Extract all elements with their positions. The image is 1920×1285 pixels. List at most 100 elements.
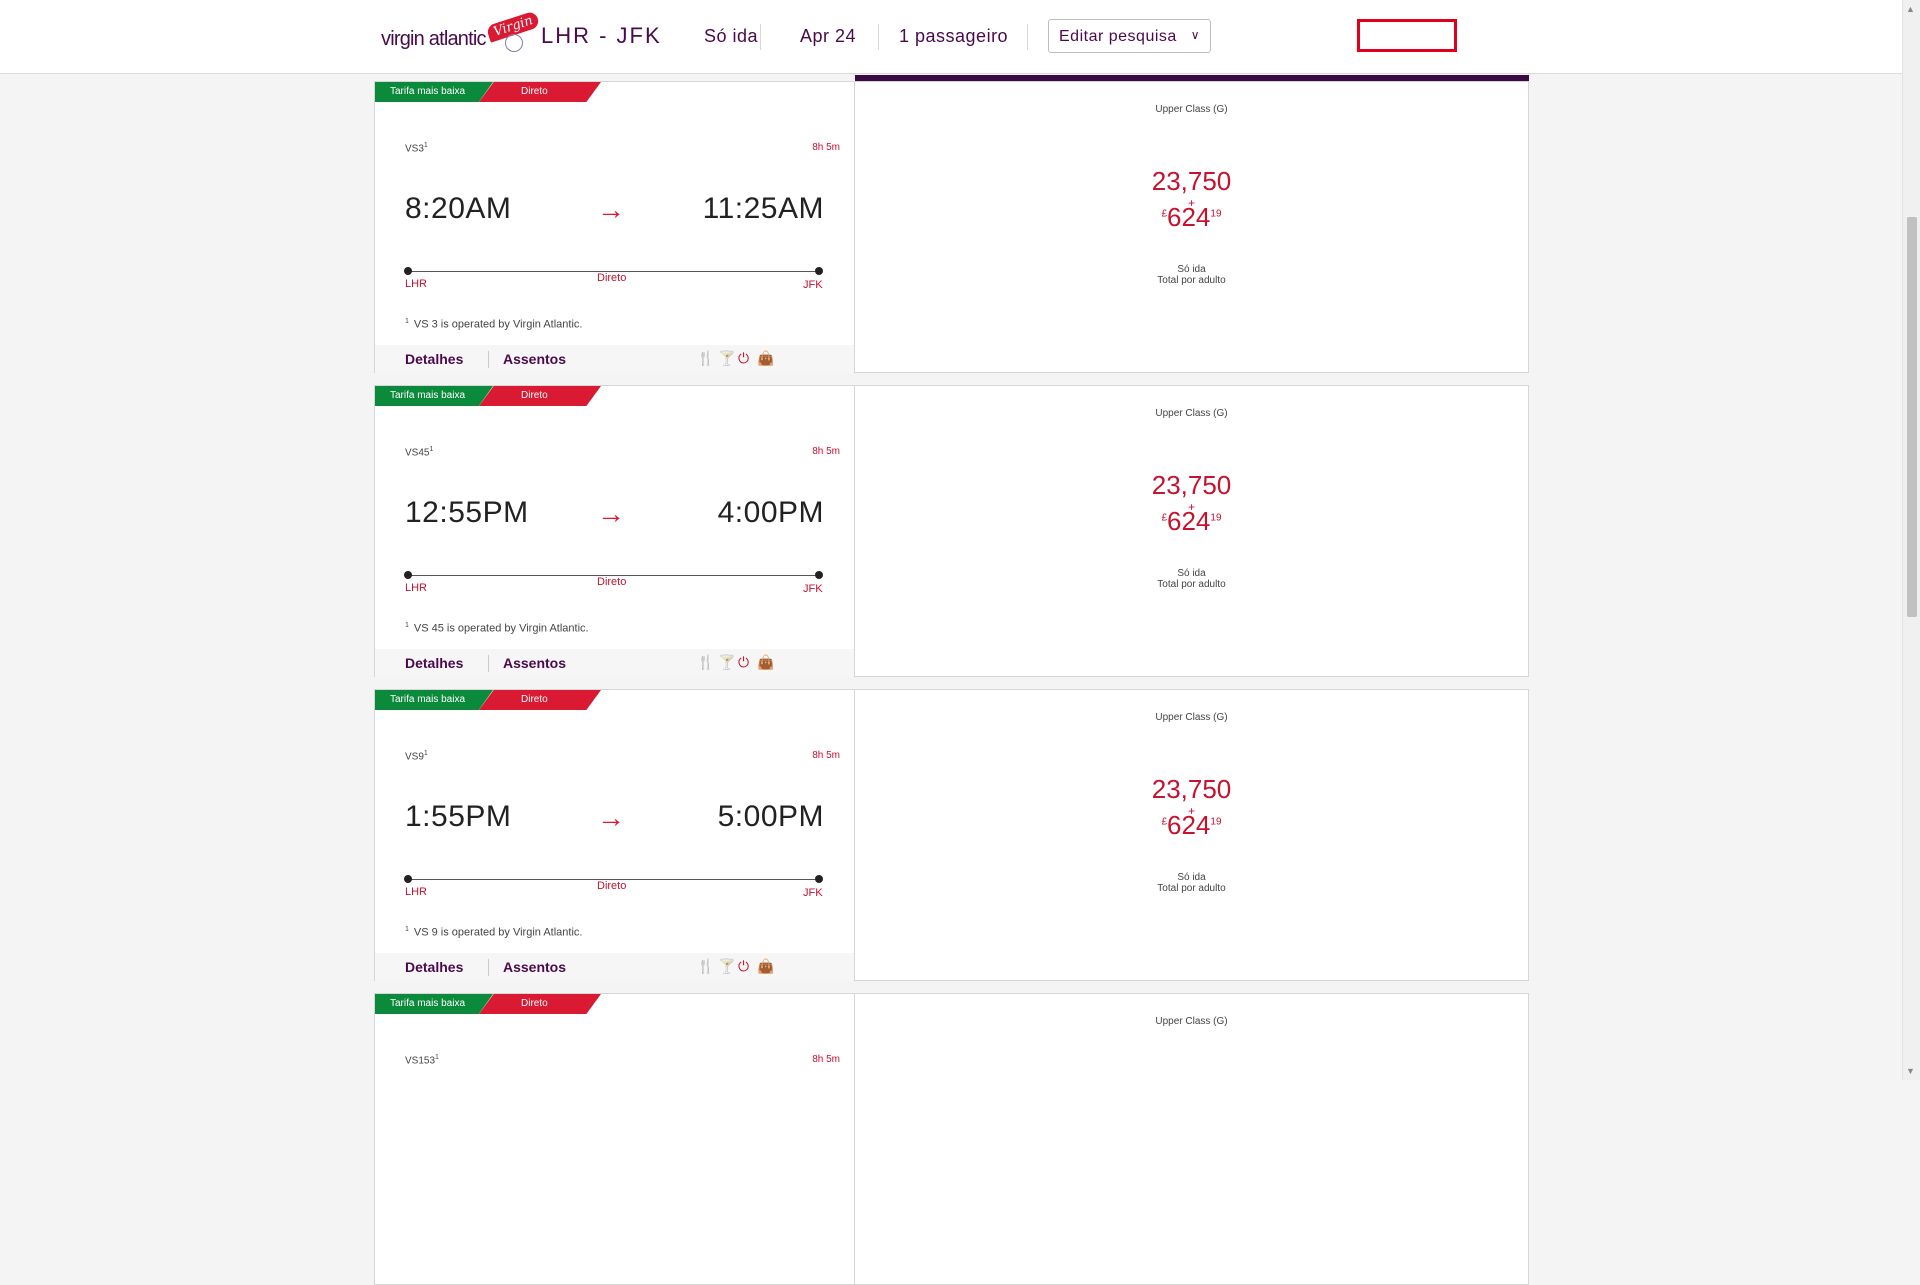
power-icon: ⏻ <box>738 654 750 670</box>
logo-wordmark: virgin atlantic <box>381 28 487 50</box>
flight-card[interactable]: Tarifa mais baixa Direto VS451 8h 5m 12:… <box>374 385 1529 677</box>
flight-number: VS31 <box>405 142 428 155</box>
details-link[interactable]: Detalhes <box>405 351 464 367</box>
flight-info: Tarifa mais baixa Direto VS451 8h 5m 12:… <box>375 386 855 677</box>
passenger-count: 1 passageiro <box>899 26 1009 46</box>
selected-column-bar <box>855 75 1529 81</box>
cash-price: £62419 <box>1161 506 1222 536</box>
bag-icon: 👜 <box>757 350 775 366</box>
divider <box>488 655 489 672</box>
meal-icon: 🍴 <box>697 654 715 670</box>
points-price: 23,750 <box>1151 774 1232 804</box>
details-link[interactable]: Detalhes <box>405 655 464 671</box>
one-way-label: Só ida <box>1177 568 1206 579</box>
flight-number: VS1531 <box>405 1054 439 1067</box>
divider <box>878 24 879 50</box>
points-price: 23,750 <box>1151 166 1232 196</box>
route-line <box>408 271 819 272</box>
direct-tag <box>479 386 601 406</box>
chevron-down-icon: ∨ <box>1190 28 1200 42</box>
arrival-time: 11:25AM <box>702 192 824 225</box>
route-line <box>408 575 819 576</box>
scroll-thumb[interactable] <box>1907 217 1917 617</box>
direct-label: Direto <box>597 576 627 588</box>
meal-icon: 🍴 <box>697 350 715 366</box>
origin-dot <box>404 875 412 883</box>
flight-card[interactable]: Tarifa mais baixa Direto VS31 8h 5m 8:20… <box>374 81 1529 373</box>
direct-tag <box>479 82 601 102</box>
destination-dot <box>815 875 823 883</box>
scroll-up-icon[interactable]: ▲ <box>1906 4 1915 14</box>
origin-dot <box>404 571 412 579</box>
meal-icon: 🍴 <box>697 958 715 974</box>
destination-dot <box>815 571 823 579</box>
scrollbar[interactable]: ▲ ▼ <box>1902 0 1920 1080</box>
cheapest-tag <box>375 82 493 102</box>
one-way-label: Só ida <box>1177 264 1206 275</box>
cheapest-tag <box>375 994 493 1014</box>
arrow-right-icon: → <box>597 802 625 833</box>
destination-airport: JFK <box>803 279 823 291</box>
drink-icon: 🍸 <box>718 958 736 974</box>
origin-airport: LHR <box>405 582 428 594</box>
seats-link[interactable]: Assentos <box>503 959 567 975</box>
card-footer: Detalhes Assentos 🍴 🍸 ⏻ 👜 <box>375 953 854 981</box>
fare-option[interactable]: Upper Class (G) 23,750 + £62419 Só ida T… <box>855 82 1528 372</box>
cabin-class: Upper Class (G) <box>1155 104 1228 115</box>
flight-card[interactable]: Tarifa mais baixa Direto VS91 8h 5m 1:55… <box>374 689 1529 981</box>
operator-note: 1 VS 45 is operated by Virgin Atlantic. <box>405 622 589 635</box>
cheapest-tag <box>375 690 493 710</box>
one-way-label: Só ida <box>1177 872 1206 883</box>
departure-time: 12:55PM <box>405 496 529 529</box>
flight-duration: 8h 5m <box>812 142 840 153</box>
arrival-time: 4:00PM <box>717 496 824 529</box>
flight-info: Tarifa mais baixa Direto VS31 8h 5m 8:20… <box>375 82 855 373</box>
highlight-box <box>1357 19 1457 52</box>
seats-link[interactable]: Assentos <box>503 351 567 367</box>
points-price: 23,750 <box>1151 470 1232 500</box>
direct-tag-label: Direto <box>521 998 548 1009</box>
flight-duration: 8h 5m <box>812 1054 840 1065</box>
flight-number: VS91 <box>405 750 428 763</box>
fare-option[interactable]: Upper Class (G) 23,750 + £62419 Só ida T… <box>855 690 1528 980</box>
card-footer: Detalhes Assentos 🍴 🍸 ⏻ 👜 <box>375 345 854 373</box>
alliance-badge-icon <box>505 34 523 52</box>
flight-number: VS451 <box>405 446 434 459</box>
virgin-atlantic-logo[interactable]: virgin atlantic Virgin <box>381 10 541 58</box>
arrow-right-icon: → <box>597 194 625 225</box>
origin-airport: LHR <box>405 886 428 898</box>
divider <box>488 959 489 976</box>
details-link[interactable]: Detalhes <box>405 959 464 975</box>
travel-date: Apr 24 <box>800 26 857 46</box>
departure-time: 8:20AM <box>405 192 512 225</box>
cheapest-tag-label: Tarifa mais baixa <box>390 86 466 97</box>
fare-option[interactable]: Upper Class (G) 23,750 + £62419 Só ida T… <box>855 386 1528 676</box>
per-adult-label: Total por adulto <box>1157 275 1226 286</box>
divider <box>760 24 761 50</box>
edit-search-button[interactable]: Editar pesquisa ∨ <box>1048 19 1211 53</box>
direct-tag <box>479 994 601 1014</box>
route-line <box>408 879 819 880</box>
flight-card[interactable]: Tarifa mais baixa Direto VS1531 8h 5m Up… <box>374 993 1529 1285</box>
flight-duration: 8h 5m <box>812 750 840 761</box>
origin-airport: LHR <box>405 278 428 290</box>
drink-icon: 🍸 <box>718 654 736 670</box>
power-icon: ⏻ <box>738 958 750 974</box>
plus-sign: + <box>1187 500 1195 514</box>
bag-icon: 👜 <box>757 654 775 670</box>
per-adult-label: Total por adulto <box>1157 883 1226 894</box>
scroll-down-icon[interactable]: ▼ <box>1906 1066 1915 1076</box>
destination-airport: JFK <box>803 887 823 899</box>
flight-info: Tarifa mais baixa Direto VS91 8h 5m 1:55… <box>375 690 855 981</box>
direct-label: Direto <box>597 880 627 892</box>
cheapest-tag <box>375 386 493 406</box>
top-bar: virgin atlantic Virgin LHR - JFK Só ida … <box>0 0 1902 74</box>
fare-option[interactable]: Upper Class (G) <box>855 994 1528 1284</box>
cheapest-tag-label: Tarifa mais baixa <box>390 390 466 401</box>
route-label: LHR - JFK <box>541 23 662 48</box>
seats-link[interactable]: Assentos <box>503 655 567 671</box>
arrow-right-icon: → <box>597 498 625 529</box>
card-footer: Detalhes Assentos 🍴 🍸 ⏻ 👜 <box>375 649 854 677</box>
operator-note: 1 VS 3 is operated by Virgin Atlantic. <box>405 318 583 331</box>
cheapest-tag-label: Tarifa mais baixa <box>390 998 466 1009</box>
